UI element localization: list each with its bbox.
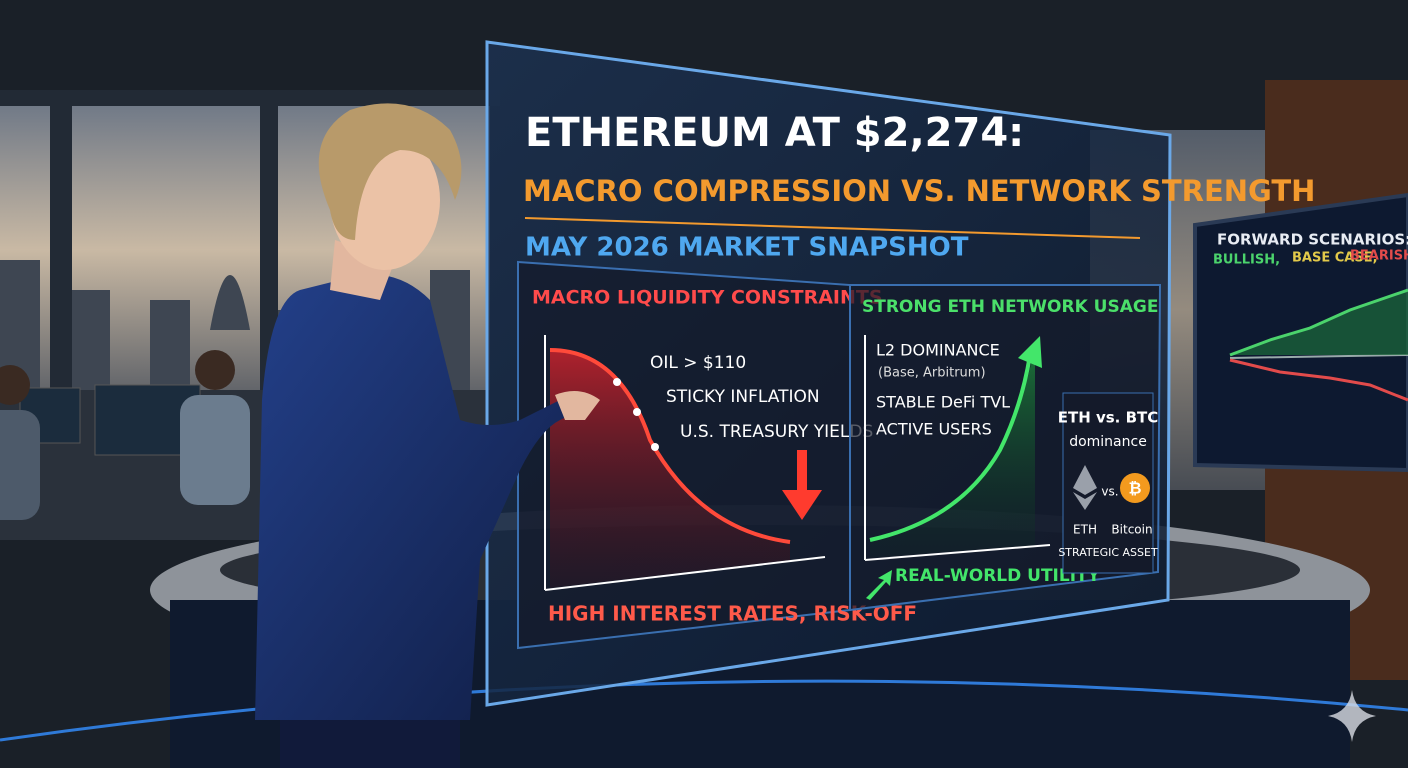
left-point-label: OIL > $110 [650,353,746,373]
right-point-label: L2 DOMINANCE [876,341,1000,360]
title-rule [524,217,1141,239]
btc-symbol: ₿ [1128,479,1141,498]
hologram: ETHEREUM AT $2,274: MACRO COMPRESSION VS… [485,40,1315,707]
box-footer: STRATEGIC ASSET [1058,546,1158,559]
presenter [255,103,600,768]
right-point-label: STABLE DeFi TVL [876,393,1010,412]
monitor: FORWARD SCENARIOS: BULLISH, BASE CASE, B… [1193,192,1408,473]
box-subtitle: dominance [1069,434,1147,450]
box-versus: vs. [1101,485,1118,499]
left-point-label: STICKY INFLATION [666,387,820,407]
suit [255,274,580,720]
trousers [280,720,460,768]
btc-icon [1120,473,1150,503]
hologram-snapshot: MAY 2026 MARKET SNAPSHOT [525,233,969,263]
monitor-title: FORWARD SCENARIOS: [1217,231,1408,249]
hologram-subtitle: MACRO COMPRESSION VS. NETWORK STRENGTH [523,174,1315,208]
hologram-title: ETHEREUM AT $2,274: [525,110,1024,156]
right-curve [869,354,1032,542]
utility-arrow [866,570,892,600]
box-title: ETH vs. BTC [1058,409,1159,427]
box-left-label: ETH [1073,523,1097,537]
scenario-bearish: BEARISH [1350,249,1408,264]
left-area [550,350,790,588]
scenario-base: BASE CASE, [1292,251,1378,266]
eth-icon [1073,465,1097,510]
right-area [870,345,1035,558]
box-right-label: Bitcoin [1111,523,1152,537]
left-point-label: U.S. TREASURY YIELDS [680,422,873,442]
left-points [613,378,659,451]
monitor-bear-line [1229,358,1408,402]
right-heading: STRONG ETH NETWORK USAGE [862,297,1158,317]
scenario-bullish: BULLISH, [1213,253,1280,268]
right-point-label: ACTIVE USERS [876,420,992,439]
sparkle-icon [1328,690,1376,742]
up-arrowhead [1018,336,1042,368]
hand [555,391,600,420]
monitor-baseline [1229,354,1408,359]
monitor-bull-line [1229,288,1408,357]
hair [318,103,462,240]
down-arrow [782,450,822,520]
left-heading: MACRO LIQUIDITY CONSTRAINTS [532,287,883,309]
floor-light [0,679,1408,742]
right-point-note: (Base, Arbitrum) [878,366,986,381]
left-curve [549,348,791,544]
left-x-axis [544,556,826,591]
right-x-axis [864,544,1051,561]
window-frames [0,90,500,400]
right-footer: REAL-WORLD UTILITY [895,566,1101,586]
